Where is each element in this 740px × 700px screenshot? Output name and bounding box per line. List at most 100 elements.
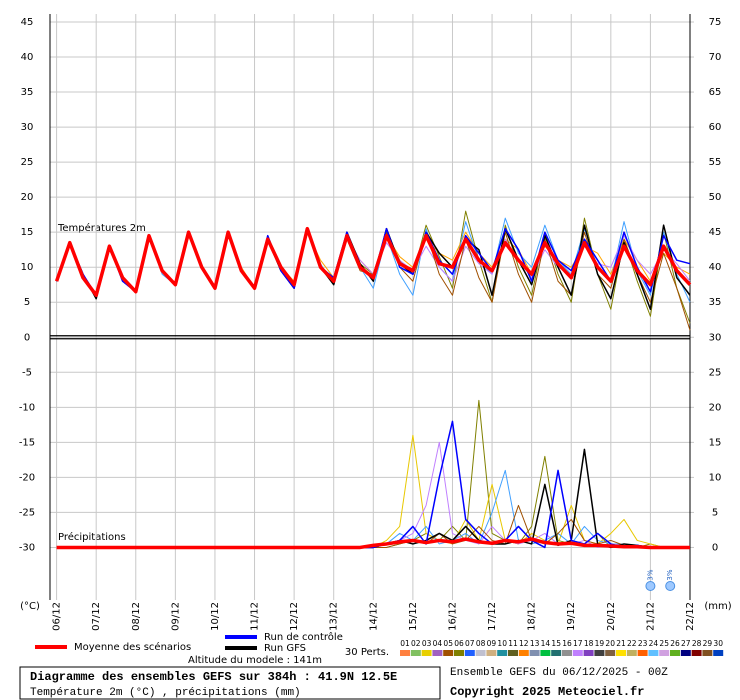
perturbation-swatch bbox=[464, 650, 475, 656]
perturbation-swatch bbox=[680, 650, 691, 656]
perturbation-label: 02 bbox=[411, 639, 421, 648]
y2-tick-label: 70 bbox=[709, 52, 722, 63]
y2-tick-label: 50 bbox=[709, 192, 722, 203]
perturbation-swatch bbox=[400, 650, 410, 656]
run-info: Ensemble GEFS du 06/12/2025 - 00Z bbox=[450, 667, 668, 679]
perturbation-swatch bbox=[497, 650, 508, 656]
y-tick-label: -20 bbox=[19, 472, 35, 483]
y-tick-label: -30 bbox=[19, 542, 35, 553]
y2-tick-label: 0 bbox=[712, 542, 718, 553]
x-tick-label: 19/12 bbox=[566, 602, 577, 631]
y2-tick-label: 15 bbox=[709, 437, 722, 448]
perturbations-title: 30 Perts. bbox=[345, 647, 389, 658]
x-tick-label: 09/12 bbox=[170, 602, 181, 631]
y-tick-label: -15 bbox=[19, 437, 35, 448]
x-tick-label: 06/12 bbox=[52, 602, 63, 631]
y-tick-label: 20 bbox=[21, 192, 34, 203]
y2-tick-label: 65 bbox=[709, 87, 722, 98]
perturbation-label: 06 bbox=[454, 639, 464, 648]
x-tick-label: 17/12 bbox=[487, 602, 498, 631]
legend-label: Run GFS bbox=[264, 643, 306, 654]
perturbation-swatch bbox=[626, 650, 637, 656]
y-unit: (°C) bbox=[20, 601, 40, 612]
y-tick-label: 45 bbox=[21, 17, 34, 28]
y2-tick-label: 55 bbox=[709, 157, 722, 168]
perturbation-label: 10 bbox=[497, 639, 507, 648]
altitude: Altitude du modele : 141m bbox=[188, 655, 322, 666]
y2-tick-label: 60 bbox=[709, 122, 722, 133]
x-tick-label: 13/12 bbox=[329, 602, 340, 631]
perturbation-swatch bbox=[410, 650, 421, 656]
perturbation-label: 24 bbox=[649, 639, 659, 648]
footer-title: Diagramme des ensembles GEFS sur 384h : … bbox=[30, 670, 397, 684]
y-tick-label: 35 bbox=[21, 87, 34, 98]
perturbation-swatch bbox=[594, 650, 605, 656]
x-tick-label: 14/12 bbox=[368, 602, 379, 631]
perturbation-label: 20 bbox=[605, 639, 615, 648]
snow-probability: 3% bbox=[666, 569, 674, 580]
x-tick-label: 18/12 bbox=[527, 602, 538, 631]
perturbation-swatch bbox=[605, 650, 616, 656]
y2-tick-label: 30 bbox=[709, 332, 722, 343]
y-tick-label: 10 bbox=[21, 262, 34, 273]
y-tick-label: 40 bbox=[21, 52, 34, 63]
x-tick-label: 07/12 bbox=[91, 602, 102, 631]
perturbation-swatch bbox=[713, 650, 724, 656]
perturbation-swatch bbox=[529, 650, 540, 656]
y2-tick-label: 75 bbox=[709, 17, 722, 28]
y2-tick-label: 10 bbox=[709, 472, 722, 483]
x-tick-label: 08/12 bbox=[131, 602, 142, 631]
perturbation-label: 23 bbox=[638, 639, 648, 648]
perturbation-label: 19 bbox=[595, 639, 605, 648]
y-tick-label: 0 bbox=[24, 332, 30, 343]
perturbation-swatch bbox=[562, 650, 572, 656]
perturbation-swatch bbox=[454, 650, 464, 656]
perturbation-label: 22 bbox=[627, 639, 637, 648]
perturbation-label: 11 bbox=[508, 639, 518, 648]
legend-label: Moyenne des scénarios bbox=[74, 641, 191, 653]
y2-tick-label: 25 bbox=[709, 367, 722, 378]
y2-tick-label: 45 bbox=[709, 227, 722, 238]
perturbation-label: 18 bbox=[584, 639, 594, 648]
x-tick-label: 22/12 bbox=[685, 602, 696, 631]
snow-icon bbox=[645, 581, 656, 591]
perturbation-label: 08 bbox=[476, 639, 486, 648]
perturbation-label: 21 bbox=[616, 639, 626, 648]
x-tick-label: 11/12 bbox=[250, 602, 261, 631]
perturbation-label: 27 bbox=[681, 639, 691, 648]
temperature-annotation: Températures 2m bbox=[57, 222, 146, 234]
perturbation-swatch bbox=[540, 650, 551, 656]
y2-tick-label: 35 bbox=[709, 297, 722, 308]
perturbation-swatch bbox=[572, 650, 583, 656]
x-tick-label: 16/12 bbox=[447, 602, 458, 631]
x-tick-label: 15/12 bbox=[408, 602, 419, 631]
perturbation-label: 13 bbox=[530, 639, 540, 648]
perturbation-swatch bbox=[659, 650, 670, 656]
y-tick-label: -25 bbox=[19, 507, 35, 518]
perturbation-swatch bbox=[443, 650, 454, 656]
perturbation-swatch bbox=[551, 650, 562, 656]
perturbation-label: 01 bbox=[400, 639, 410, 648]
copyright: Copyright 2025 Meteociel.fr bbox=[450, 685, 644, 699]
legend-label: Run de contrôle bbox=[264, 631, 343, 643]
perturbation-label: 17 bbox=[573, 639, 583, 648]
perturbation-swatch bbox=[637, 650, 648, 656]
perturbation-label: 29 bbox=[703, 639, 713, 648]
y-tick-label: 25 bbox=[21, 157, 34, 168]
y-tick-label: 15 bbox=[21, 227, 34, 238]
perturbation-swatch bbox=[432, 650, 443, 656]
snow-probability: 3% bbox=[646, 569, 654, 580]
precip-line bbox=[56, 537, 690, 550]
y2-tick-label: 5 bbox=[712, 507, 718, 518]
perturbation-swatch bbox=[691, 650, 702, 656]
perturbation-label: 25 bbox=[659, 639, 669, 648]
perturbation-label: 09 bbox=[487, 639, 497, 648]
y-tick-label: 5 bbox=[24, 297, 30, 308]
y2-unit: (mm) bbox=[704, 601, 731, 612]
x-tick-label: 10/12 bbox=[210, 602, 221, 631]
perturbation-label: 28 bbox=[692, 639, 702, 648]
perturbation-label: 07 bbox=[465, 639, 475, 648]
y2-tick-label: 40 bbox=[709, 262, 722, 273]
